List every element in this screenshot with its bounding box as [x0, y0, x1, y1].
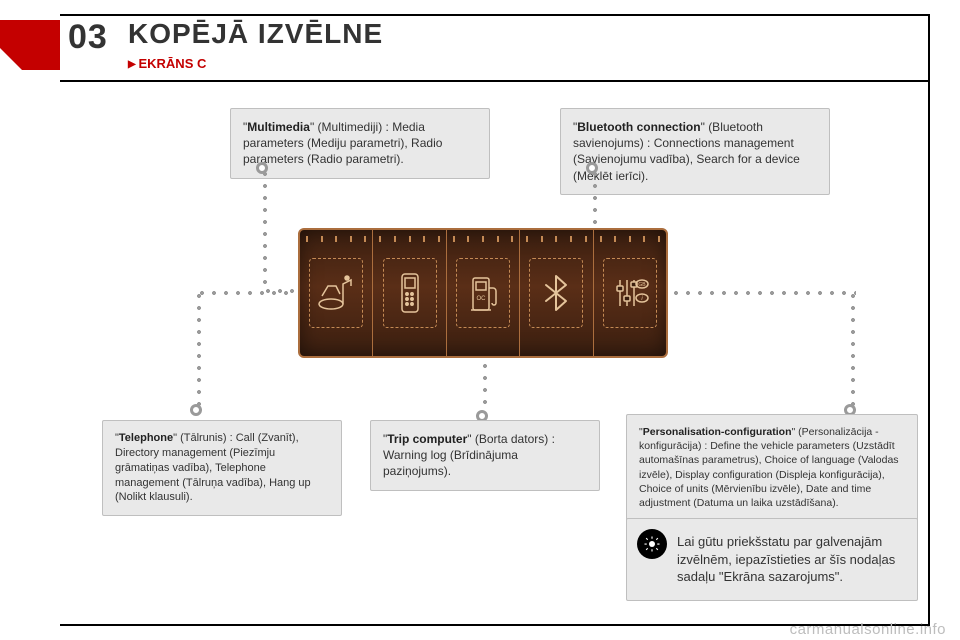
- right-rule: [928, 14, 930, 626]
- connector: [592, 168, 598, 226]
- connector: [262, 168, 268, 288]
- page-title: KOPĒJĀ IZVĒLNE: [128, 18, 383, 50]
- bluetooth-icon: [529, 258, 583, 328]
- badge-i: i: [641, 296, 643, 302]
- watermark: carmanualsonline.info: [790, 621, 946, 638]
- card-personalisation-text: "Personalisation-configuration" (Persona…: [639, 426, 899, 509]
- menu-strip: OC GB: [298, 228, 668, 358]
- page-subtitle: EKRĀNS C: [128, 56, 206, 71]
- tip-text: Lai gūtu priekšstatu par galvenajām izvē…: [677, 534, 895, 584]
- lightbulb-icon: [637, 529, 667, 559]
- card-multimedia: "Multimedia" (Multimediji) : Media param…: [230, 108, 490, 179]
- sliders-icon: GB i: [603, 258, 657, 328]
- svg-text:OC: OC: [477, 296, 487, 302]
- card-bluetooth: "Bluetooth connection" (Bluetooth savien…: [560, 108, 830, 195]
- card-telephone: "Telephone" (Tālrunis) : Call (Zvanīt), …: [102, 420, 342, 516]
- phone-icon: [383, 258, 437, 328]
- card-bluetooth-text: "Bluetooth connection" (Bluetooth savien…: [573, 120, 800, 183]
- page: 03 KOPĒJĀ IZVĒLNE EKRĀNS C "Multimedia" …: [0, 0, 960, 640]
- fuel-pump-icon: OC: [456, 258, 510, 328]
- connector: [850, 290, 856, 410]
- connector-end: [586, 162, 598, 174]
- menu-item-bluetooth[interactable]: [520, 230, 593, 356]
- connector: [670, 290, 856, 296]
- card-telephone-text: "Telephone" (Tālrunis) : Call (Zvanīt), …: [115, 432, 311, 503]
- media-icon: [309, 258, 363, 328]
- card-trip: "Trip computer" (Borta dators) : Warning…: [370, 420, 600, 491]
- connector: [196, 290, 202, 410]
- red-notch: [0, 20, 60, 70]
- connector-end: [190, 404, 202, 416]
- card-trip-text: "Trip computer" (Borta dators) : Warning…: [383, 432, 555, 478]
- menu-item-phone[interactable]: [373, 230, 446, 356]
- card-multimedia-text: "Multimedia" (Multimediji) : Media param…: [243, 120, 442, 166]
- menu-item-settings[interactable]: GB i: [594, 230, 666, 356]
- top-rule: [60, 14, 930, 16]
- section-number: 03: [68, 18, 108, 57]
- menu-item-trip[interactable]: OC: [447, 230, 520, 356]
- tip-box: Lai gūtu priekšstatu par galvenajām izvē…: [626, 518, 918, 601]
- badge-gb: GB: [638, 282, 646, 288]
- connector: [482, 360, 488, 416]
- header-divider: [60, 80, 930, 82]
- menu-item-media[interactable]: [300, 230, 373, 356]
- connector: [196, 290, 296, 296]
- connector-end: [256, 162, 268, 174]
- card-personalisation: "Personalisation-configuration" (Persona…: [626, 414, 918, 521]
